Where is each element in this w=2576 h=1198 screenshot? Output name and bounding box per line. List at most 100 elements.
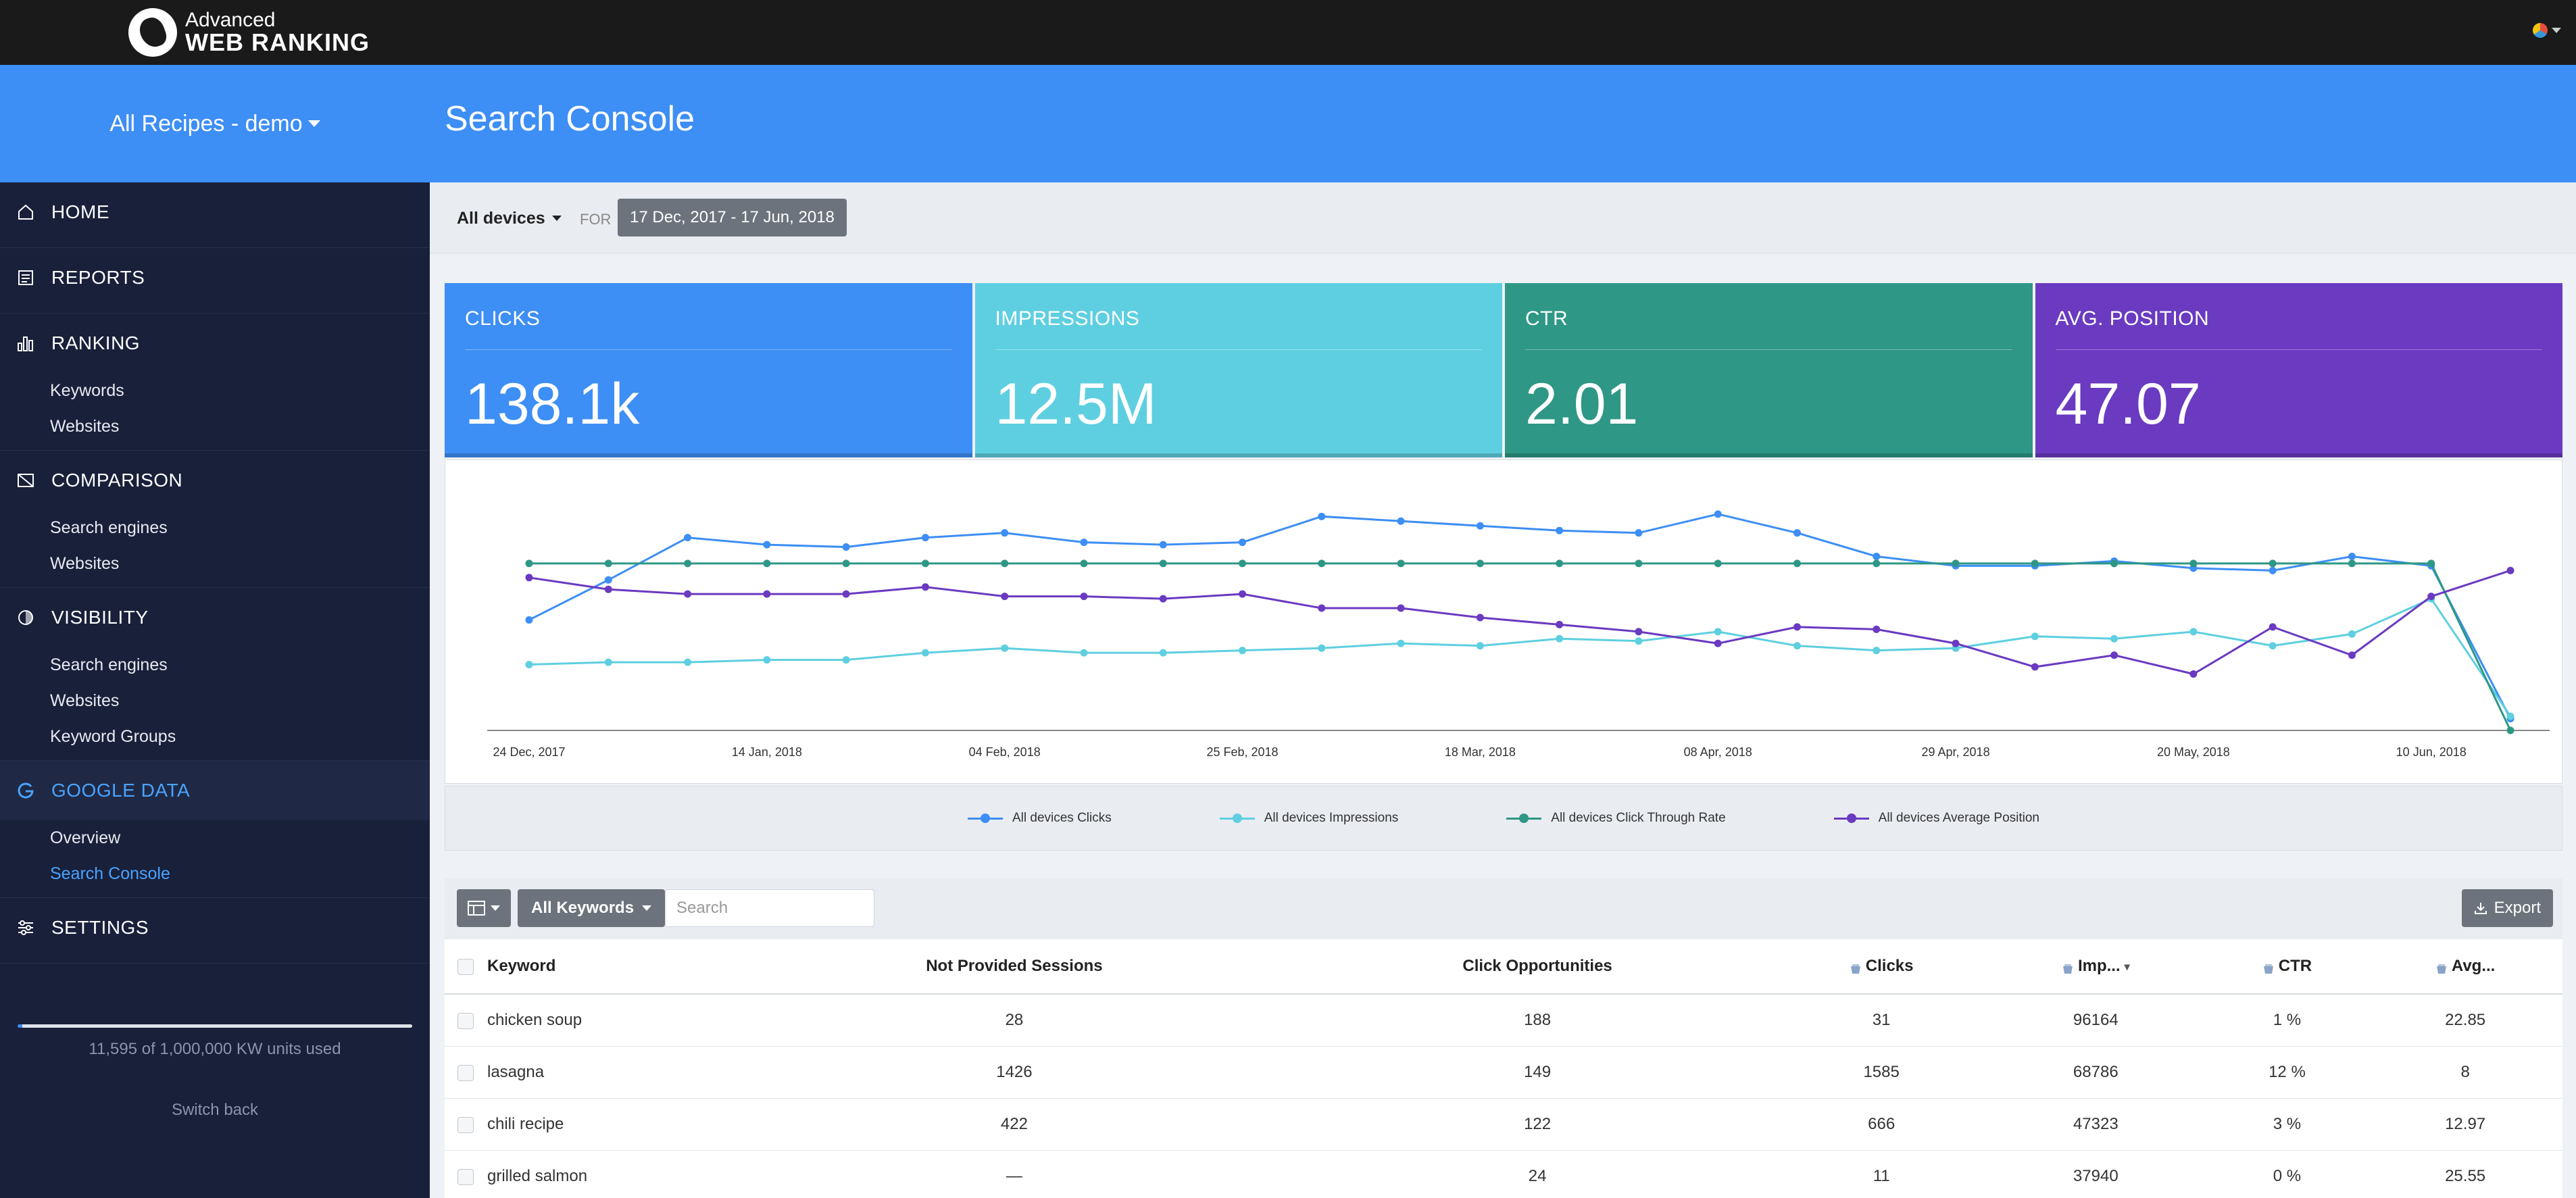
data-point[interactable] xyxy=(1952,559,1960,568)
date-range-button[interactable]: 17 Dec, 2017 - 17 Jun, 2018 xyxy=(618,199,847,236)
data-point[interactable] xyxy=(1556,559,1564,568)
data-point[interactable] xyxy=(1397,559,1405,568)
data-point[interactable] xyxy=(1873,552,1881,560)
data-point[interactable] xyxy=(2110,651,2119,659)
data-point[interactable] xyxy=(763,656,771,664)
keyword-cell[interactable]: lasagna xyxy=(487,1046,731,1099)
data-point[interactable] xyxy=(2031,632,2039,641)
data-point[interactable] xyxy=(2348,651,2356,659)
data-point[interactable] xyxy=(1873,625,1881,633)
data-point[interactable] xyxy=(1873,647,1881,655)
data-point[interactable] xyxy=(1793,623,1801,631)
export-button[interactable]: Export xyxy=(2461,889,2553,927)
data-point[interactable] xyxy=(921,583,929,591)
data-point[interactable] xyxy=(2110,559,2119,568)
app-logo[interactable]: Advanced WEB RANKING xyxy=(128,8,370,57)
data-point[interactable] xyxy=(1476,522,1484,530)
col-header-clicks[interactable]: Clicks xyxy=(1777,939,1985,995)
data-point[interactable] xyxy=(604,576,612,584)
data-point[interactable] xyxy=(1397,639,1405,647)
table-row[interactable]: lasagna 1426 149 1585 68786 12 % 8 xyxy=(445,1046,2562,1099)
data-point[interactable] xyxy=(2348,559,2356,568)
sidebar-subitem-comparison-search-engines[interactable]: Search engines xyxy=(50,518,168,537)
sidebar-subitem-visibility-search-engines[interactable]: Search engines xyxy=(50,655,168,674)
data-point[interactable] xyxy=(1159,541,1167,549)
data-point[interactable] xyxy=(1714,628,1722,636)
data-point[interactable] xyxy=(1952,639,1960,647)
data-point[interactable] xyxy=(2348,552,2356,560)
data-point[interactable] xyxy=(684,658,692,666)
data-point[interactable] xyxy=(1080,649,1088,657)
data-point[interactable] xyxy=(1397,517,1405,525)
legend-item-all-devices-impressions[interactable]: All devices Impressions xyxy=(1219,811,1398,826)
data-point[interactable] xyxy=(684,534,692,542)
data-point[interactable] xyxy=(2269,623,2277,631)
data-point[interactable] xyxy=(2506,566,2515,574)
device-filter-dropdown[interactable]: All devices xyxy=(457,200,562,236)
data-point[interactable] xyxy=(1001,593,1009,601)
data-point[interactable] xyxy=(1476,559,1484,568)
sidebar-item-visibility[interactable]: VISIBILITY xyxy=(0,588,430,647)
data-point[interactable] xyxy=(1239,559,1247,568)
data-point[interactable] xyxy=(525,661,533,669)
table-row[interactable]: grilled salmon —24 11 37940 0 % 25.55 xyxy=(445,1150,2562,1198)
data-point[interactable] xyxy=(2269,642,2277,650)
row-checkbox[interactable] xyxy=(457,1116,474,1133)
data-point[interactable] xyxy=(763,559,771,568)
data-point[interactable] xyxy=(1793,559,1801,568)
sidebar-item-reports[interactable]: REPORTS xyxy=(0,248,430,307)
data-point[interactable] xyxy=(1714,510,1722,518)
data-point[interactable] xyxy=(2031,663,2039,671)
data-point[interactable] xyxy=(842,656,850,664)
sidebar-subitem-ranking-keywords[interactable]: Keywords xyxy=(50,381,124,400)
sidebar-subitem-visibility-keyword-groups[interactable]: Keyword Groups xyxy=(50,727,176,746)
data-point[interactable] xyxy=(1001,644,1009,652)
data-point[interactable] xyxy=(1635,637,1643,645)
data-point[interactable] xyxy=(1001,529,1009,537)
sidebar-subitem-comparison-websites[interactable]: Websites xyxy=(50,554,120,573)
data-point[interactable] xyxy=(2189,559,2198,568)
data-point[interactable] xyxy=(1080,593,1088,601)
data-point[interactable] xyxy=(1873,559,1881,568)
data-point[interactable] xyxy=(604,585,612,593)
sidebar-item-google-data[interactable]: GOOGLE DATA xyxy=(0,761,430,820)
data-point[interactable] xyxy=(2031,559,2039,568)
legend-item-all-devices-click-through-rate[interactable]: All devices Click Through Rate xyxy=(1506,811,1726,826)
data-point[interactable] xyxy=(1001,559,1009,568)
data-point[interactable] xyxy=(1318,512,1326,520)
data-point[interactable] xyxy=(1080,539,1088,547)
data-point[interactable] xyxy=(2269,559,2277,568)
data-point[interactable] xyxy=(2189,670,2198,678)
sidebar-item-ranking[interactable]: RANKING xyxy=(0,314,430,373)
data-point[interactable] xyxy=(1635,529,1643,537)
data-point[interactable] xyxy=(1239,647,1247,655)
data-point[interactable] xyxy=(2427,593,2435,601)
data-point[interactable] xyxy=(921,534,929,542)
data-point[interactable] xyxy=(921,649,929,657)
table-row[interactable]: chili recipe 422 122 666 47323 3 % 12.97 xyxy=(445,1098,2562,1151)
data-point[interactable] xyxy=(1476,642,1484,650)
data-point[interactable] xyxy=(842,543,850,551)
data-point[interactable] xyxy=(1159,649,1167,657)
data-point[interactable] xyxy=(2348,630,2356,638)
keywords-filter-dropdown[interactable]: All Keywords xyxy=(518,889,666,927)
data-point[interactable] xyxy=(1318,644,1326,652)
search-input[interactable] xyxy=(665,889,874,927)
keyword-cell[interactable]: chili recipe xyxy=(487,1098,731,1151)
data-point[interactable] xyxy=(1714,559,1722,568)
data-point[interactable] xyxy=(1239,539,1247,547)
col-header-ctr[interactable]: CTR xyxy=(2206,939,2369,995)
data-point[interactable] xyxy=(921,559,929,568)
data-point[interactable] xyxy=(604,559,612,568)
col-header-click-opportunities[interactable]: Click Opportunities xyxy=(1297,939,1778,995)
sidebar-item-settings[interactable]: SETTINGS xyxy=(0,898,430,957)
data-point[interactable] xyxy=(1556,620,1564,628)
data-point[interactable] xyxy=(1159,595,1167,603)
col-header-not-provided[interactable]: Not Provided Sessions xyxy=(731,939,1297,995)
data-point[interactable] xyxy=(525,574,533,582)
data-point[interactable] xyxy=(684,559,692,568)
data-point[interactable] xyxy=(525,616,533,624)
sidebar-item-comparison[interactable]: COMPARISON xyxy=(0,451,430,510)
data-point[interactable] xyxy=(2269,566,2277,574)
data-point[interactable] xyxy=(2110,634,2119,643)
